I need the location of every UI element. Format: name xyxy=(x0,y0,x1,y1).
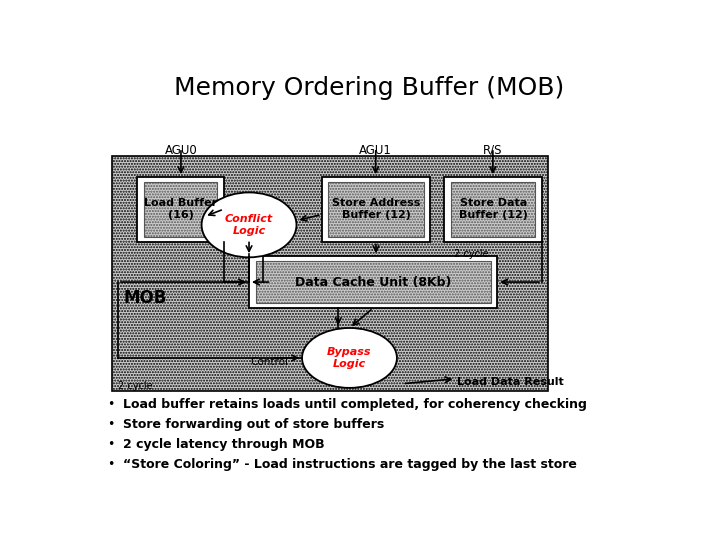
Bar xyxy=(328,182,423,237)
Text: Load Data Result: Load Data Result xyxy=(457,376,564,387)
Text: 2 cycle: 2 cycle xyxy=(454,248,488,259)
Bar xyxy=(112,156,547,391)
Bar xyxy=(144,182,217,237)
Bar xyxy=(256,261,490,303)
Text: Store forwarding out of store buffers: Store forwarding out of store buffers xyxy=(124,418,384,431)
Text: R/S: R/S xyxy=(483,144,503,157)
Text: Bypass
Logic: Bypass Logic xyxy=(327,347,372,369)
Text: •: • xyxy=(107,458,114,471)
Bar xyxy=(444,177,542,241)
Text: •: • xyxy=(107,399,114,411)
Text: Data Cache Unit (8Kb): Data Cache Unit (8Kb) xyxy=(295,275,451,288)
Bar xyxy=(451,182,535,237)
Text: Store Address
Buffer (12): Store Address Buffer (12) xyxy=(332,199,420,220)
Bar xyxy=(138,177,224,241)
Text: “Store Coloring” - Load instructions are tagged by the last store: “Store Coloring” - Load instructions are… xyxy=(124,458,577,471)
Text: Conflict
Logic: Conflict Logic xyxy=(225,214,273,235)
Text: •: • xyxy=(107,418,114,431)
Text: •: • xyxy=(107,438,114,451)
Text: Load buffer retains loads until completed, for coherency checking: Load buffer retains loads until complete… xyxy=(124,399,588,411)
Text: Load Buffer
(16): Load Buffer (16) xyxy=(144,199,217,220)
Text: Memory Ordering Buffer (MOB): Memory Ordering Buffer (MOB) xyxy=(174,76,564,100)
Text: 2 cycle latency through MOB: 2 cycle latency through MOB xyxy=(124,438,325,451)
Ellipse shape xyxy=(302,328,397,388)
Bar xyxy=(249,256,498,308)
Text: MOB: MOB xyxy=(124,289,167,307)
Text: 2 cycle: 2 cycle xyxy=(118,381,153,391)
Ellipse shape xyxy=(202,192,297,258)
Text: Store Data
Buffer (12): Store Data Buffer (12) xyxy=(459,199,528,220)
Text: AGU0: AGU0 xyxy=(165,144,197,157)
Bar xyxy=(322,177,431,241)
Text: AGU1: AGU1 xyxy=(359,144,392,157)
Text: Control: Control xyxy=(250,357,288,367)
